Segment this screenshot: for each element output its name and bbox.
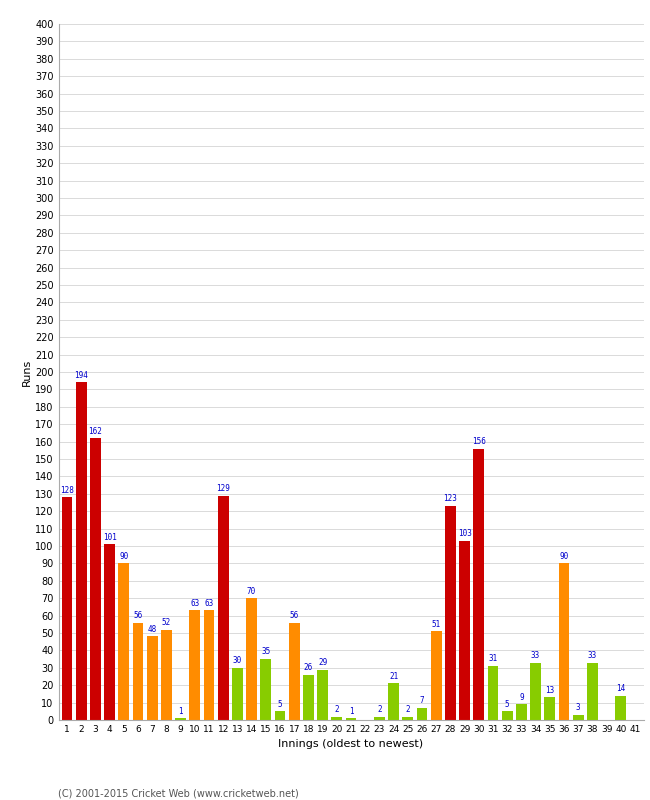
Text: 129: 129 <box>216 484 230 493</box>
Text: 14: 14 <box>616 684 625 693</box>
Bar <box>289 622 300 720</box>
Bar <box>76 382 86 720</box>
Bar <box>62 498 72 720</box>
Bar <box>261 659 271 720</box>
Text: 2: 2 <box>406 705 410 714</box>
Bar <box>502 711 512 720</box>
Bar <box>573 714 584 720</box>
Bar <box>402 717 413 720</box>
Text: 5: 5 <box>278 700 282 709</box>
Bar <box>530 662 541 720</box>
Text: 101: 101 <box>103 533 116 542</box>
Text: 70: 70 <box>247 586 256 595</box>
Text: 26: 26 <box>304 663 313 672</box>
Bar <box>246 598 257 720</box>
Bar <box>346 718 356 720</box>
Bar <box>516 704 526 720</box>
Text: 21: 21 <box>389 672 398 681</box>
Text: 52: 52 <box>162 618 171 627</box>
Bar <box>558 563 569 720</box>
Text: 33: 33 <box>588 651 597 660</box>
Bar <box>388 683 399 720</box>
Text: 162: 162 <box>88 426 102 435</box>
Bar <box>133 622 144 720</box>
Bar <box>587 662 598 720</box>
Text: 31: 31 <box>488 654 498 663</box>
Bar <box>104 544 115 720</box>
Text: 90: 90 <box>119 552 129 561</box>
Bar <box>303 674 314 720</box>
Bar <box>275 711 285 720</box>
Bar <box>488 666 499 720</box>
Text: 13: 13 <box>545 686 554 694</box>
X-axis label: Innings (oldest to newest): Innings (oldest to newest) <box>278 739 424 750</box>
Text: 1: 1 <box>348 706 354 716</box>
Text: 194: 194 <box>74 371 88 380</box>
Text: 2: 2 <box>377 705 382 714</box>
Text: 1: 1 <box>178 706 183 716</box>
Bar <box>417 708 427 720</box>
Text: 123: 123 <box>443 494 458 503</box>
Bar <box>431 631 441 720</box>
Text: 48: 48 <box>148 625 157 634</box>
Bar <box>90 438 101 720</box>
Text: 29: 29 <box>318 658 327 667</box>
Text: 103: 103 <box>458 529 471 538</box>
Bar <box>545 698 555 720</box>
Bar <box>332 717 342 720</box>
Text: 51: 51 <box>432 620 441 629</box>
Bar <box>218 495 229 720</box>
Text: 63: 63 <box>204 598 214 608</box>
Text: 128: 128 <box>60 486 74 494</box>
Text: 56: 56 <box>133 611 142 620</box>
Text: (C) 2001-2015 Cricket Web (www.cricketweb.net): (C) 2001-2015 Cricket Web (www.cricketwe… <box>58 788 299 798</box>
Text: 90: 90 <box>560 552 569 561</box>
Bar <box>161 630 172 720</box>
Bar <box>147 637 157 720</box>
Bar <box>190 610 200 720</box>
Bar <box>118 563 129 720</box>
Text: 3: 3 <box>576 703 580 712</box>
Bar <box>473 449 484 720</box>
Bar <box>616 696 626 720</box>
Text: 30: 30 <box>233 656 242 665</box>
Bar <box>203 610 214 720</box>
Text: 2: 2 <box>335 705 339 714</box>
Text: 9: 9 <box>519 693 524 702</box>
Bar <box>374 717 385 720</box>
Bar <box>176 718 186 720</box>
Bar <box>460 541 470 720</box>
Bar <box>445 506 456 720</box>
Text: 156: 156 <box>472 437 486 446</box>
Bar <box>232 668 242 720</box>
Y-axis label: Runs: Runs <box>22 358 32 386</box>
Text: 35: 35 <box>261 647 270 657</box>
Text: 33: 33 <box>531 651 540 660</box>
Text: 56: 56 <box>290 611 299 620</box>
Bar <box>317 670 328 720</box>
Text: 7: 7 <box>420 696 424 706</box>
Text: 63: 63 <box>190 598 200 608</box>
Text: 5: 5 <box>505 700 510 709</box>
